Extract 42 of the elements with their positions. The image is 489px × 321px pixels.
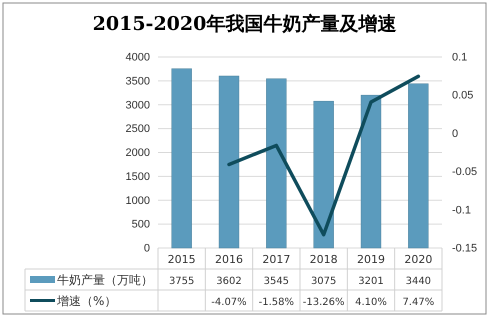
y-tick-label: 2500 (126, 123, 150, 136)
line-series (227, 74, 420, 236)
data-label: 3545 (264, 276, 290, 287)
y-tick-label: 3500 (126, 75, 150, 88)
data-label: 3201 (358, 276, 384, 287)
data-label: -1.58% (258, 297, 294, 308)
bar (408, 83, 429, 248)
y2-tick-label: -0.15 (452, 242, 478, 255)
bar (171, 68, 192, 248)
data-label: 3602 (216, 276, 242, 287)
legend-label: 牛奶产量（万吨） (57, 273, 153, 287)
data-label: 7.47% (402, 297, 434, 308)
y2-tick-label: -0.05 (452, 166, 478, 178)
y-tick-label: 0 (144, 242, 150, 255)
data-label: 3755 (168, 276, 194, 287)
x-tick-label: 2019 (357, 253, 385, 266)
data-label: -13.26% (302, 297, 345, 308)
x-tick-label: 2016 (215, 253, 243, 266)
bar (266, 78, 287, 248)
y2-tick-label: 0.05 (452, 90, 474, 102)
chart-title: 2015-2020年我国牛奶产量及增速 (92, 13, 396, 35)
x-tick-label: 2015 (168, 253, 196, 266)
x-tick-label: 2017 (262, 253, 290, 266)
data-label: 3075 (310, 276, 336, 287)
data-label: 3440 (406, 276, 432, 287)
bar (313, 100, 334, 248)
y-tick-label: 1000 (126, 194, 150, 207)
y2-tick-label: 0 (452, 128, 458, 140)
y-tick-label: 4000 (126, 52, 150, 64)
data-label: 4.10% (355, 297, 387, 308)
data-label: -4.07% (211, 297, 247, 308)
y-tick-label: 1500 (126, 170, 150, 183)
y2-tick-label: 0.1 (452, 52, 468, 64)
y2-tick-label: -0.1 (452, 204, 471, 216)
y-tick-label: 2000 (126, 147, 150, 160)
x-tick-label: 2020 (404, 253, 432, 266)
x-tick-label: 2018 (310, 253, 338, 266)
bar (360, 94, 382, 248)
y-tick-label: 500 (132, 218, 150, 231)
legend-label: 增速（%） (56, 294, 116, 308)
y-tick-label: 3000 (126, 99, 150, 112)
bar (218, 76, 240, 248)
